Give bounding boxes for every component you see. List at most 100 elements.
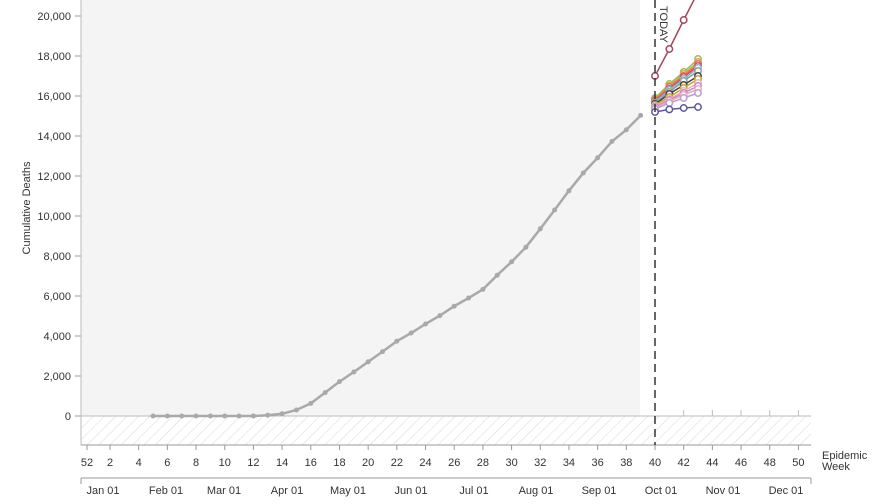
observed-point (279, 411, 285, 417)
forecast-line (654, 85, 699, 108)
week-tick-label: 50 (792, 457, 804, 469)
observed-point (552, 207, 558, 213)
observed-point (480, 286, 486, 292)
forecast-line (654, 75, 699, 105)
forecast-line (654, 88, 699, 109)
month-tick-label: Jan 01 (86, 485, 119, 497)
observed-point (466, 295, 472, 301)
week-tick-label: 12 (247, 457, 259, 469)
week-tick-label: 46 (735, 457, 747, 469)
observed-point (423, 321, 429, 327)
week-tick-label: 34 (563, 457, 575, 469)
today-label: TODAY (657, 6, 669, 44)
x-axis-month: Jan 01 Feb 01 Mar 01 Apr 01 May 01 Jun 01 Jul … (80, 477, 812, 497)
month-tick-label: Apr 01 (271, 485, 303, 497)
week-tick-label: 10 (219, 457, 231, 469)
observed-point (623, 127, 629, 133)
forecast-line (654, 63, 699, 101)
observed-point (638, 112, 644, 118)
forecast-line (654, 0, 695, 77)
x-axis-epidemic-week: 52 2 4 6 8 10 12 14 16 18 20 22 24 26 28 30 32 34 36 38 40 42… (81, 410, 811, 469)
month-tick-label: Aug 01 (519, 485, 554, 497)
forecast-series-group (651, 0, 702, 116)
observed-point (322, 390, 328, 396)
forecast-line (654, 78, 699, 106)
y-tick-label: 16,000 (37, 91, 71, 103)
week-tick-label: 22 (391, 457, 403, 469)
observed-point (394, 338, 400, 344)
forecast-line (654, 58, 699, 99)
y-tick-label: 12,000 (37, 171, 71, 183)
observed-point (265, 412, 271, 418)
week-tick-label: 52 (81, 457, 93, 469)
month-tick-label: May 01 (330, 485, 366, 497)
forecast-line (654, 106, 699, 113)
month-tick-label: Mar 01 (207, 485, 241, 497)
forecast-series (651, 103, 702, 116)
y-tick-label: 14,000 (37, 131, 71, 143)
observed-point (509, 259, 515, 265)
observed-point (494, 272, 500, 278)
month-tick-label: Dec 01 (769, 485, 804, 497)
forecast-line (654, 92, 699, 110)
week-tick-label: 20 (362, 457, 374, 469)
week-tick-label: 26 (448, 457, 460, 469)
observed-point (609, 138, 615, 144)
observed-point (293, 407, 299, 413)
month-tick-label: Jun 01 (394, 485, 427, 497)
week-tick-label: 44 (706, 457, 718, 469)
forecast-line (654, 70, 699, 104)
week-tick-label: 48 (764, 457, 776, 469)
observed-point (236, 413, 242, 419)
week-tick-label: 8 (193, 457, 199, 469)
observed-point (523, 244, 529, 250)
observed-point (164, 413, 170, 419)
month-tick-label: Feb 01 (149, 485, 183, 497)
observed-point (308, 400, 314, 406)
observed-point (179, 413, 185, 419)
month-tick-label: Oct 01 (645, 485, 677, 497)
observed-point (336, 379, 342, 385)
forecast-line (654, 82, 699, 107)
observed-point (365, 359, 371, 365)
week-tick-label: 18 (333, 457, 345, 469)
negative-region-hatch (81, 416, 811, 445)
week-tick-label: 40 (649, 457, 661, 469)
week-tick-label: 24 (419, 457, 431, 469)
observed-point (222, 413, 228, 419)
forecast-series (651, 0, 695, 80)
week-tick-label: 28 (477, 457, 489, 469)
y-tick-label: 18,000 (37, 51, 71, 63)
y-tick-label: 10,000 (37, 211, 71, 223)
y-axis: 0 2,000 4,000 6,000 8,000 10,000 12,000 14,000 1… (37, 0, 82, 445)
week-tick-label: 38 (620, 457, 632, 469)
y-tick-label: 8,000 (43, 251, 71, 263)
y-axis-title: Cumulative Deaths (21, 161, 33, 254)
forecast-point (665, 45, 674, 53)
week-tick-label: 6 (164, 457, 170, 469)
y-tick-label: 20,000 (37, 11, 71, 23)
x-axis-title-line2: Week (822, 461, 850, 473)
forecast-point (665, 99, 674, 107)
observed-point (250, 413, 256, 419)
forecast-line (654, 67, 699, 103)
observed-point (437, 313, 443, 319)
y-tick-label: 6,000 (43, 291, 71, 303)
week-tick-label: 2 (107, 457, 113, 469)
observed-point (537, 226, 543, 232)
y-tick-label: 4,000 (43, 331, 71, 343)
week-tick-label: 14 (276, 457, 288, 469)
forecast-point (679, 104, 688, 112)
x-axis-title-line1: Epidemic (822, 450, 868, 462)
observed-series (150, 112, 644, 419)
observed-point (595, 155, 601, 161)
forecast-point (694, 89, 702, 97)
month-tick-label: Jul 01 (459, 485, 488, 497)
observed-point (408, 330, 414, 336)
observed-point (380, 349, 385, 355)
observed-point (580, 170, 586, 176)
forecast-point (679, 94, 688, 102)
week-tick-label: 32 (534, 457, 546, 469)
week-tick-label: 4 (136, 457, 142, 469)
